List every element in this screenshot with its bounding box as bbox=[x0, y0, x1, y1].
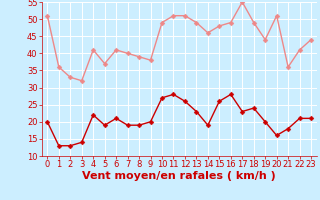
X-axis label: Vent moyen/en rafales ( km/h ): Vent moyen/en rafales ( km/h ) bbox=[82, 171, 276, 181]
